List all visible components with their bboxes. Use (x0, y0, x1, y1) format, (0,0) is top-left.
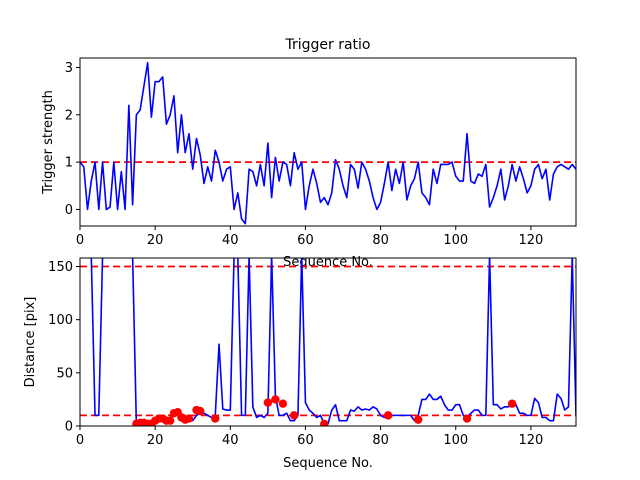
bottom-x-tick-label-1: 20 (147, 433, 164, 448)
bottom-y-tick-label-1: 50 (56, 366, 73, 381)
top-x-tick-label-6: 120 (518, 233, 543, 248)
top-y-tick-label-0: 0 (65, 203, 73, 218)
top-x-tick-label-1: 20 (147, 233, 164, 248)
bottom-marker-point-22 (320, 419, 329, 426)
bottom-marker-point-21 (289, 411, 299, 420)
bottom-chart: 0 20 40 60 80 100 120 0 50 100 150 Sequence No. D… (23, 257, 577, 471)
bottom-marker-point-19 (271, 395, 280, 404)
top-series-line-0 (80, 61, 576, 225)
bottom-marker-point-25 (462, 414, 472, 423)
top-x-tick-label-4: 80 (372, 233, 389, 248)
bottom-marker-point-20 (278, 399, 288, 408)
top-plot-area (80, 61, 576, 225)
top-x-tick-label-2: 40 (222, 233, 239, 248)
bottom-marker-point-16 (196, 406, 205, 416)
top-x-tick-label-0: 0 (76, 233, 84, 248)
bottom-x-tick-label-0: 0 (76, 433, 84, 448)
bottom-y-axis-label: Distance [pix] (23, 297, 38, 388)
top-axes-frame (79, 57, 577, 227)
bottom-marker-point-26 (507, 399, 517, 408)
bottom-x-tick-label-2: 40 (222, 433, 239, 448)
top-x-tick-label-5: 100 (443, 233, 468, 248)
top-y-tick-label-2: 2 (65, 108, 73, 123)
top-y-tick-label-1: 1 (65, 156, 73, 171)
bottom-x-tick-label-4: 80 (372, 433, 389, 448)
bottom-x-axis: 0 20 40 60 80 100 120 (76, 426, 543, 448)
bottom-marker-point-24 (413, 415, 423, 424)
top-y-axis: 0 1 2 3 (65, 61, 80, 218)
bottom-x-tick-label-3: 60 (297, 433, 314, 448)
bottom-x-tick-label-6: 120 (518, 433, 543, 448)
bottom-marker-point-17 (211, 414, 220, 423)
bottom-marker-point-18 (263, 398, 273, 407)
top-x-axis-label: Sequence No. (283, 255, 373, 270)
bottom-x-tick-label-5: 100 (443, 433, 468, 448)
bottom-marker-point-23 (383, 411, 393, 420)
bottom-y-tick-label-2: 100 (48, 313, 73, 328)
bottom-marker-point-9 (165, 416, 175, 425)
bottom-y-tick-label-3: 150 (48, 260, 73, 275)
top-y-axis-label: Trigger strength (41, 90, 56, 195)
bottom-y-tick-label-0: 0 (65, 420, 73, 435)
top-x-tick-label-3: 60 (297, 233, 314, 248)
top-y-tick-label-3: 3 (65, 61, 73, 76)
top-x-axis: 0 20 40 60 80 100 120 (76, 226, 543, 248)
bottom-marker-point-14 (184, 414, 194, 423)
bottom-plot-area (80, 258, 576, 426)
bottom-y-axis: 0 50 100 150 (48, 260, 80, 435)
bottom-x-axis-label: Sequence No. (283, 456, 373, 471)
bottom-axes-frame (79, 257, 577, 427)
top-chart-title: Trigger ratio (284, 37, 370, 53)
